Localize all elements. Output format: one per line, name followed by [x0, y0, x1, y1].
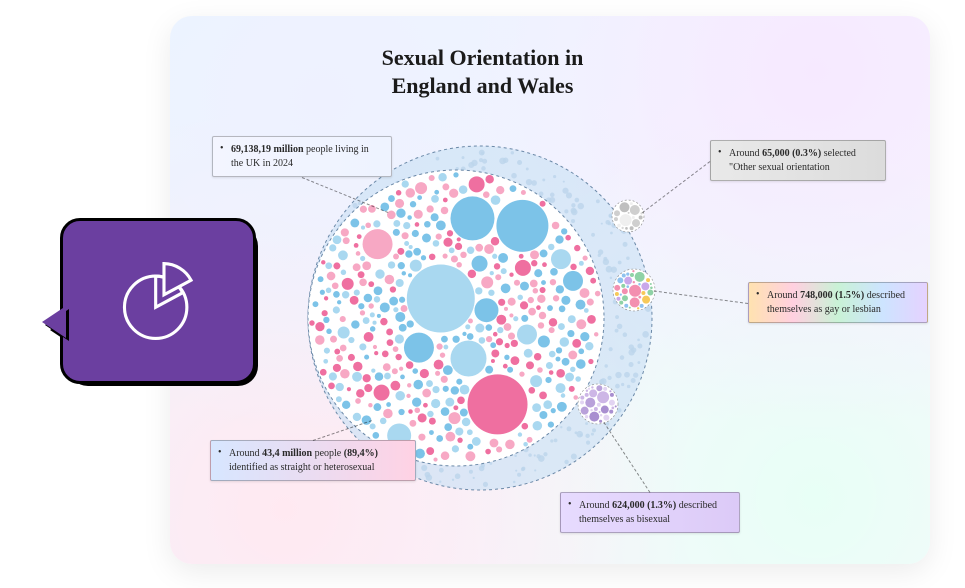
callout-bisexual: Around 624,000 (1.3%) described themselv… [560, 492, 740, 533]
callout-other: Around 65,000 (0.3%) selected "Other sex… [710, 140, 886, 181]
pie-badge [60, 218, 256, 384]
callout-uk-pop: 69,138,19 million people living in the U… [212, 136, 392, 177]
stage: Sexual Orientation in England and Wales … [0, 0, 965, 588]
badge-tail [42, 306, 66, 338]
callout-hetero: Around 43,4 million people (89,4%) ident… [210, 440, 416, 481]
pie-chart-icon [96, 249, 220, 353]
callout-gay: Around 748,000 (1.5%) described themselv… [748, 282, 928, 323]
